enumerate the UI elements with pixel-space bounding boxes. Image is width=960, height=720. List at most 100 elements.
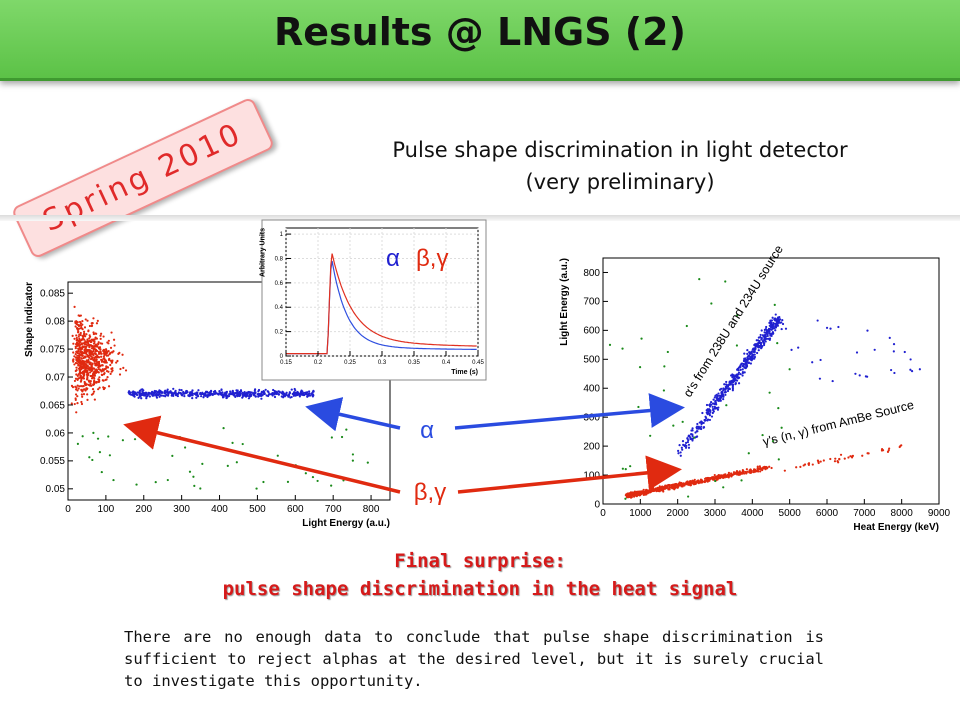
data-point bbox=[765, 325, 768, 329]
data-point bbox=[741, 365, 744, 368]
data-point bbox=[667, 488, 670, 491]
data-point bbox=[91, 321, 94, 325]
data-point bbox=[163, 390, 166, 393]
data-point bbox=[720, 392, 724, 395]
data-point bbox=[83, 332, 86, 336]
data-point bbox=[632, 494, 635, 497]
data-point bbox=[762, 343, 766, 347]
data-point bbox=[109, 352, 112, 355]
data-point bbox=[183, 394, 186, 398]
data-point bbox=[131, 393, 134, 397]
data-point bbox=[174, 389, 177, 392]
data-point bbox=[702, 426, 706, 429]
y-tick-label: 0.065 bbox=[40, 400, 65, 411]
data-point bbox=[100, 370, 103, 373]
x-tick-label: 100 bbox=[98, 504, 115, 515]
data-point bbox=[80, 324, 83, 328]
data-point bbox=[721, 390, 724, 393]
data-point bbox=[244, 392, 247, 395]
data-point bbox=[97, 362, 101, 365]
data-point bbox=[104, 351, 107, 354]
data-point bbox=[102, 349, 105, 353]
data-point bbox=[166, 388, 169, 391]
data-point bbox=[81, 367, 85, 370]
data-point bbox=[295, 392, 298, 395]
data-point bbox=[741, 374, 744, 377]
data-point bbox=[176, 393, 179, 396]
data-point bbox=[107, 385, 111, 388]
data-point bbox=[92, 317, 95, 320]
data-point bbox=[91, 388, 95, 391]
data-point bbox=[81, 334, 85, 337]
data-point bbox=[107, 350, 110, 353]
data-point bbox=[203, 394, 206, 397]
data-point bbox=[229, 391, 232, 395]
data-point bbox=[249, 392, 252, 396]
data-point bbox=[727, 471, 731, 474]
data-point bbox=[193, 484, 196, 487]
data-point bbox=[174, 391, 177, 394]
data-point bbox=[873, 348, 876, 351]
data-point bbox=[659, 489, 663, 492]
data-point bbox=[98, 386, 101, 389]
data-point bbox=[650, 488, 654, 491]
data-point bbox=[88, 334, 91, 337]
y-tick-label: 400 bbox=[583, 384, 600, 395]
data-point bbox=[728, 387, 731, 391]
data-point bbox=[771, 316, 774, 319]
light-heat-chart: 0 1000 2000 3000 4000 5000 6000 7000 8000 9000 0 1… bbox=[559, 243, 951, 533]
data-point bbox=[74, 397, 77, 400]
data-point bbox=[717, 477, 720, 480]
data-point bbox=[705, 478, 708, 482]
y-ticks: 0.05 0.055 0.06 0.065 0.07 0.075 0.08 0.085 bbox=[40, 289, 73, 495]
data-point bbox=[76, 378, 79, 382]
data-point bbox=[79, 348, 82, 351]
data-point bbox=[816, 319, 819, 322]
data-point bbox=[138, 390, 141, 393]
data-point bbox=[713, 473, 716, 477]
data-point bbox=[145, 397, 148, 400]
y-tick-label: 0.08 bbox=[46, 316, 66, 327]
data-point bbox=[111, 369, 114, 372]
data-point bbox=[105, 370, 109, 373]
data-point bbox=[176, 394, 179, 398]
data-point bbox=[305, 392, 308, 396]
data-point bbox=[72, 342, 75, 345]
data-point bbox=[91, 458, 94, 462]
data-point bbox=[311, 475, 315, 479]
data-point bbox=[753, 468, 756, 471]
data-point bbox=[694, 482, 697, 486]
x-tick-label: 7000 bbox=[853, 508, 876, 519]
data-point bbox=[94, 369, 97, 372]
data-point bbox=[77, 335, 80, 338]
data-point bbox=[760, 329, 763, 332]
data-point bbox=[226, 464, 229, 467]
data-point bbox=[818, 377, 822, 380]
data-point bbox=[696, 480, 699, 483]
data-point bbox=[749, 362, 753, 365]
data-point bbox=[73, 363, 76, 366]
data-point bbox=[76, 350, 79, 353]
data-point bbox=[79, 331, 82, 335]
data-point bbox=[621, 347, 624, 350]
data-point bbox=[722, 474, 725, 477]
data-point bbox=[777, 406, 780, 410]
data-point bbox=[765, 466, 768, 469]
data-point bbox=[673, 487, 676, 490]
data-point bbox=[724, 280, 727, 283]
data-point bbox=[282, 391, 285, 394]
x-tick-label: 0.2 bbox=[314, 360, 323, 366]
data-point bbox=[76, 323, 80, 327]
data-point bbox=[148, 395, 151, 398]
data-point bbox=[86, 370, 89, 374]
data-point bbox=[909, 358, 912, 361]
data-point bbox=[87, 355, 90, 358]
data-point bbox=[97, 341, 100, 344]
data-point bbox=[79, 374, 82, 378]
data-point bbox=[102, 335, 105, 338]
data-point bbox=[261, 391, 264, 394]
data-point bbox=[77, 314, 80, 317]
data-point bbox=[146, 393, 149, 396]
data-point bbox=[94, 344, 98, 347]
data-point bbox=[771, 323, 775, 326]
